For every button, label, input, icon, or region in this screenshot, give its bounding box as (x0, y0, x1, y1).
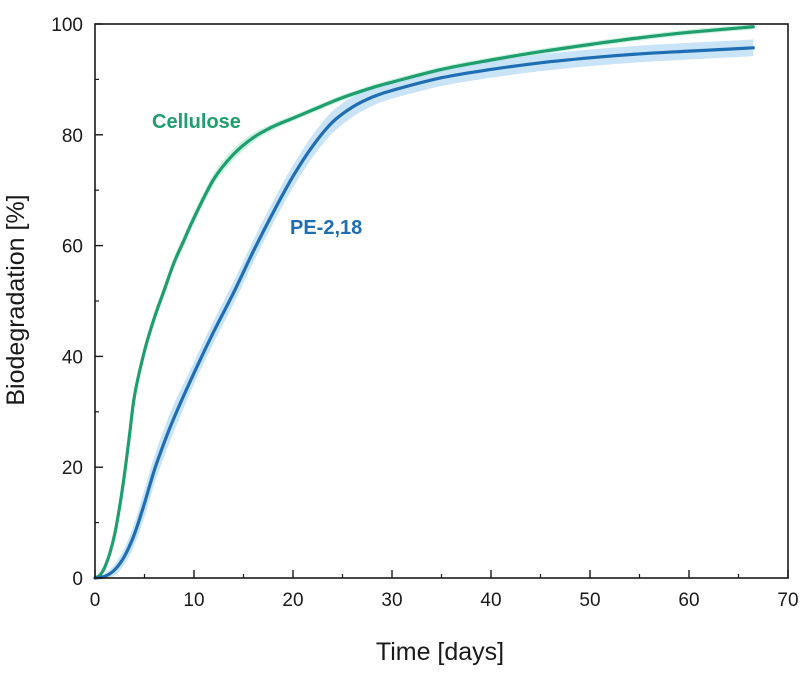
x-tick-label: 50 (579, 590, 600, 611)
x-tick-label: 10 (183, 590, 204, 611)
x-axis-title: Time [days] (376, 638, 504, 666)
y-axis-title: Biodegradation [%] (2, 194, 30, 405)
y-tick-label: 20 (62, 458, 83, 479)
x-tick-label: 60 (678, 590, 699, 611)
y-tick-label: 100 (51, 15, 83, 36)
series-lines (93, 25, 755, 580)
y-tick-label: 40 (62, 347, 83, 368)
x-tick-label: 30 (381, 590, 402, 611)
series-band-0 (95, 24, 754, 578)
series-line-1 (93, 46, 755, 580)
y-axis: 0 20 40 60 80 100 (51, 15, 103, 590)
y-tick-label: 0 (72, 569, 83, 590)
x-tick-label: 40 (480, 590, 501, 611)
x-tick-label: 0 (90, 590, 101, 611)
x-tick-label: 70 (777, 590, 798, 611)
series-line-0 (93, 25, 755, 580)
y-tick-label: 60 (62, 237, 83, 258)
y-tick-label: 80 (62, 126, 83, 147)
plot-frame (94, 23, 789, 579)
x-tick-label: 20 (282, 590, 303, 611)
confidence-bands (95, 24, 754, 579)
x-axis: 0 10 20 30 40 50 60 70 (90, 570, 799, 611)
series-label-cellulose: Cellulose (152, 111, 241, 133)
series-label-pe-2-18: PE-2,18 (290, 217, 362, 239)
